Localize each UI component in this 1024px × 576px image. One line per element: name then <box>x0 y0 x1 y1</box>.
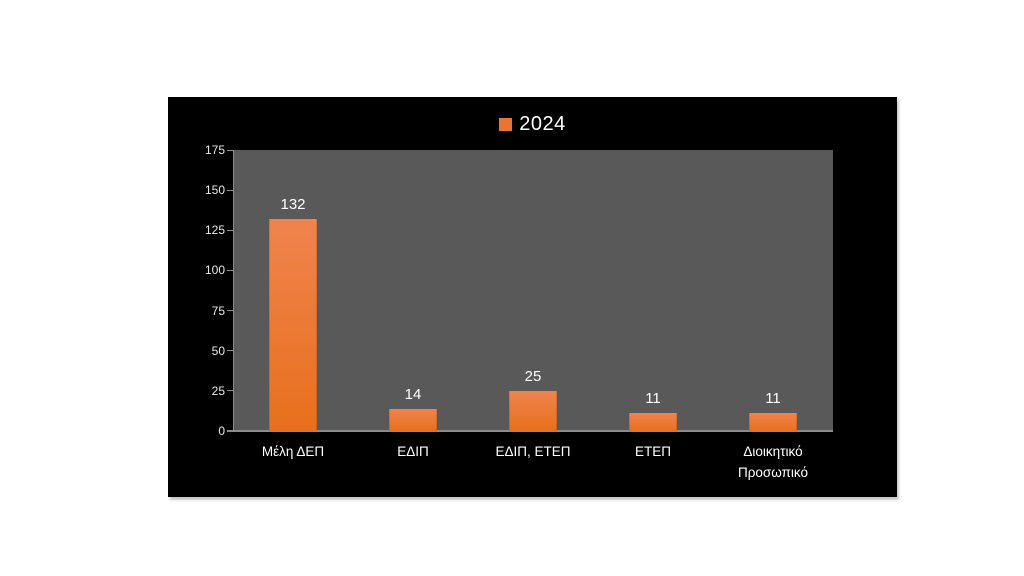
y-axis-tick-label: 175 <box>204 143 225 157</box>
chart-panel: 2024 0 25 50 75 100 125 150 175 132 Μέλη ΔΕΠ 14 ΕΔΙ… <box>168 97 897 497</box>
y-axis-tick-label: 25 <box>211 383 225 398</box>
x-axis-category-label: Διοικητικό Προσωπικό <box>737 444 809 480</box>
y-axis-tick <box>227 430 233 432</box>
y-axis-tick-label: 150 <box>204 183 225 198</box>
x-axis-category-label: ΕΤΕΠ <box>634 444 671 459</box>
bar-value-label: 25 <box>524 368 542 385</box>
legend-label: 2024 <box>519 112 566 135</box>
y-axis-tick-label: 0 <box>218 424 225 438</box>
x-axis-category-label: Μέλη ΔΕΠ <box>261 444 325 459</box>
y-axis-line <box>233 150 234 431</box>
y-axis-tick <box>227 269 233 271</box>
y-axis-tick <box>227 390 233 392</box>
bar-value-label: 11 <box>645 390 661 407</box>
bar-value-label: 14 <box>404 386 422 403</box>
bar-1 <box>269 219 317 431</box>
chart-legend: 2024 <box>168 112 897 136</box>
y-axis-tick <box>227 229 233 231</box>
bar-3 <box>509 391 557 431</box>
y-axis-tick-label: 125 <box>204 223 225 238</box>
x-axis-line <box>227 430 833 432</box>
y-axis-tick-label: 50 <box>211 343 225 358</box>
y-axis-tick <box>227 189 233 191</box>
x-axis-category-label: ΕΔΙΠ <box>397 444 429 459</box>
bar-value-label: 11 <box>765 390 781 407</box>
y-axis-tick <box>227 310 233 312</box>
y-axis-tick <box>227 149 233 151</box>
plot-area <box>233 150 833 431</box>
bar-4 <box>629 413 677 431</box>
bar-2 <box>389 409 437 431</box>
legend-swatch-icon <box>499 117 513 131</box>
y-axis-tick-label: 100 <box>204 263 225 278</box>
x-axis-category-label: ΕΔΙΠ, ΕΤΕΠ <box>495 444 571 459</box>
bar-5 <box>749 413 797 431</box>
y-axis-tick <box>227 350 233 352</box>
y-axis-tick-label: 75 <box>211 303 225 318</box>
bar-value-label: 132 <box>280 196 306 213</box>
